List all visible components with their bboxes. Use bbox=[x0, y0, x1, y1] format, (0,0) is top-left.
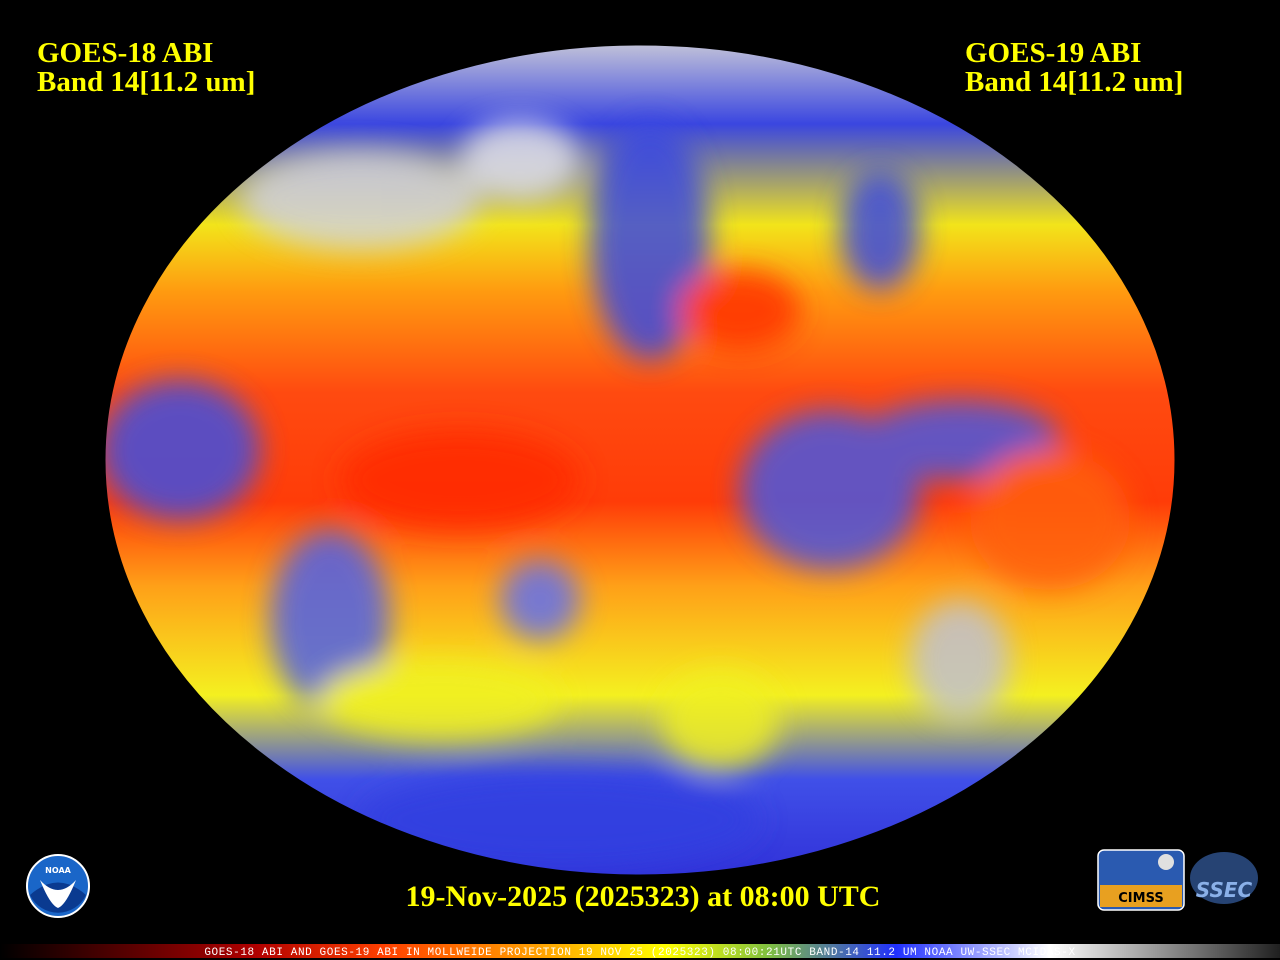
noaa-label: NOAA bbox=[45, 866, 71, 875]
cimss-label: CIMSS bbox=[1118, 891, 1163, 906]
globe bbox=[105, 45, 1175, 875]
timestamp: 19-Nov-2025 (2025323) at 08:00 UTC bbox=[406, 880, 881, 913]
ssec-label: SSEC bbox=[1196, 878, 1253, 902]
left-title: GOES-18 ABI bbox=[37, 37, 213, 69]
noaa-logo: NOAA bbox=[26, 854, 90, 918]
left-band: Band 14[11.2 um] bbox=[37, 66, 255, 98]
footer-caption: GOES-18 ABI AND GOES-19 ABI IN MOLLWEIDE… bbox=[204, 947, 1075, 959]
globe-edge bbox=[104, 44, 1176, 876]
color-ramp bbox=[0, 944, 1280, 958]
cimss-logo: CIMSS bbox=[1097, 849, 1185, 911]
right-band: Band 14[11.2 um] bbox=[965, 66, 1183, 98]
ssec-logo: SSEC bbox=[1190, 852, 1258, 904]
right-title: GOES-19 ABI bbox=[965, 37, 1141, 69]
